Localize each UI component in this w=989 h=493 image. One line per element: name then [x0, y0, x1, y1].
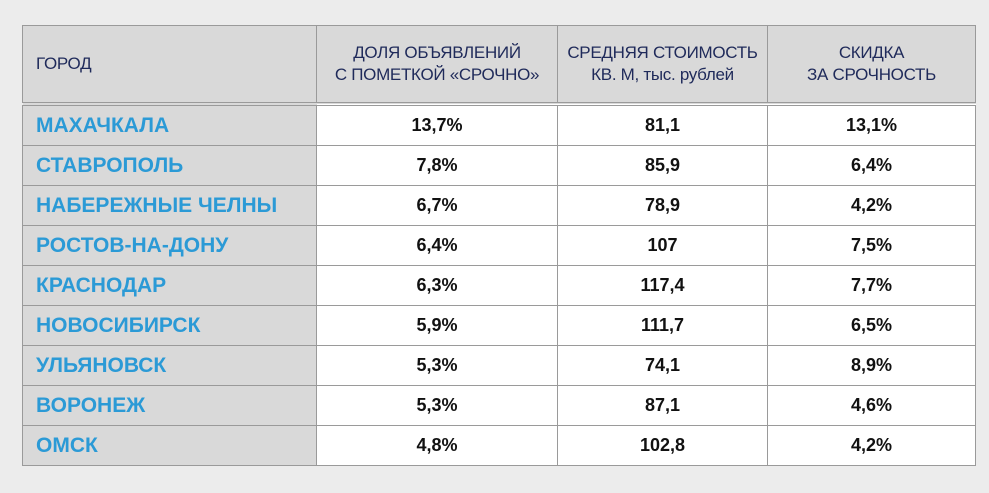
column-header: СРЕДНЯЯ СТОИМОСТЬ КВ. М, тыс. рублей [557, 25, 768, 106]
value-cell: 6,4% [316, 225, 558, 266]
value-cell: 4,2% [767, 185, 976, 226]
table-row: КРАСНОДАР 6,3% 117,4 7,7% [22, 265, 976, 306]
value-cell: 78,9 [557, 185, 768, 226]
table-row: СТАВРОПОЛЬ 7,8% 85,9 6,4% [22, 145, 976, 186]
city-cell: НАБЕРЕЖНЫЕ ЧЕЛНЫ [22, 185, 317, 226]
value-cell: 6,5% [767, 305, 976, 346]
value-cell: 7,5% [767, 225, 976, 266]
value-cell: 85,9 [557, 145, 768, 186]
value-cell: 107 [557, 225, 768, 266]
table-body: МАХАЧКАЛА 13,7% 81,1 13,1% СТАВРОПОЛЬ 7,8% 85,… [22, 103, 976, 466]
value-cell: 87,1 [557, 385, 768, 426]
value-cell: 5,9% [316, 305, 558, 346]
column-header: ДОЛЯ ОБЪЯВЛЕНИЙ С ПОМЕТКОЙ «СРОЧНО» [316, 25, 558, 106]
city-cell: РОСТОВ-НА-ДОНУ [22, 225, 317, 266]
city-cell: ВОРОНЕЖ [22, 385, 317, 426]
table-row: УЛЬЯНОВСК 5,3% 74,1 8,9% [22, 345, 976, 386]
header-row: ГОРОД ДОЛЯ ОБЪЯВЛЕНИЙ С ПОМЕТКОЙ «СРОЧНО»… [22, 25, 976, 106]
value-cell: 13,1% [767, 103, 976, 146]
value-cell: 6,3% [316, 265, 558, 306]
value-cell: 13,7% [316, 103, 558, 146]
value-cell: 4,6% [767, 385, 976, 426]
value-cell: 5,3% [316, 345, 558, 386]
table-row: НАБЕРЕЖНЫЕ ЧЕЛНЫ 6,7% 78,9 4,2% [22, 185, 976, 226]
value-cell: 4,8% [316, 425, 558, 466]
value-cell: 8,9% [767, 345, 976, 386]
value-cell: 102,8 [557, 425, 768, 466]
value-cell: 7,7% [767, 265, 976, 306]
value-cell: 6,4% [767, 145, 976, 186]
value-cell: 5,3% [316, 385, 558, 426]
data-table: ГОРОД ДОЛЯ ОБЪЯВЛЕНИЙ С ПОМЕТКОЙ «СРОЧНО»… [22, 25, 976, 466]
city-cell: СТАВРОПОЛЬ [22, 145, 317, 186]
city-cell: ОМСК [22, 425, 317, 466]
value-cell: 81,1 [557, 103, 768, 146]
table-row: РОСТОВ-НА-ДОНУ 6,4% 107 7,5% [22, 225, 976, 266]
table-row: ВОРОНЕЖ 5,3% 87,1 4,6% [22, 385, 976, 426]
value-cell: 111,7 [557, 305, 768, 346]
city-cell: УЛЬЯНОВСК [22, 345, 317, 386]
column-header: СКИДКА ЗА СРОЧНОСТЬ [767, 25, 976, 106]
value-cell: 4,2% [767, 425, 976, 466]
column-header: ГОРОД [22, 25, 317, 106]
value-cell: 117,4 [557, 265, 768, 306]
value-cell: 74,1 [557, 345, 768, 386]
value-cell: 7,8% [316, 145, 558, 186]
table-row: МАХАЧКАЛА 13,7% 81,1 13,1% [22, 103, 976, 146]
city-cell: КРАСНОДАР [22, 265, 317, 306]
value-cell: 6,7% [316, 185, 558, 226]
table-row: ОМСК 4,8% 102,8 4,2% [22, 425, 976, 466]
city-cell: МАХАЧКАЛА [22, 103, 317, 146]
city-cell: НОВОСИБИРСК [22, 305, 317, 346]
table-row: НОВОСИБИРСК 5,9% 111,7 6,5% [22, 305, 976, 346]
